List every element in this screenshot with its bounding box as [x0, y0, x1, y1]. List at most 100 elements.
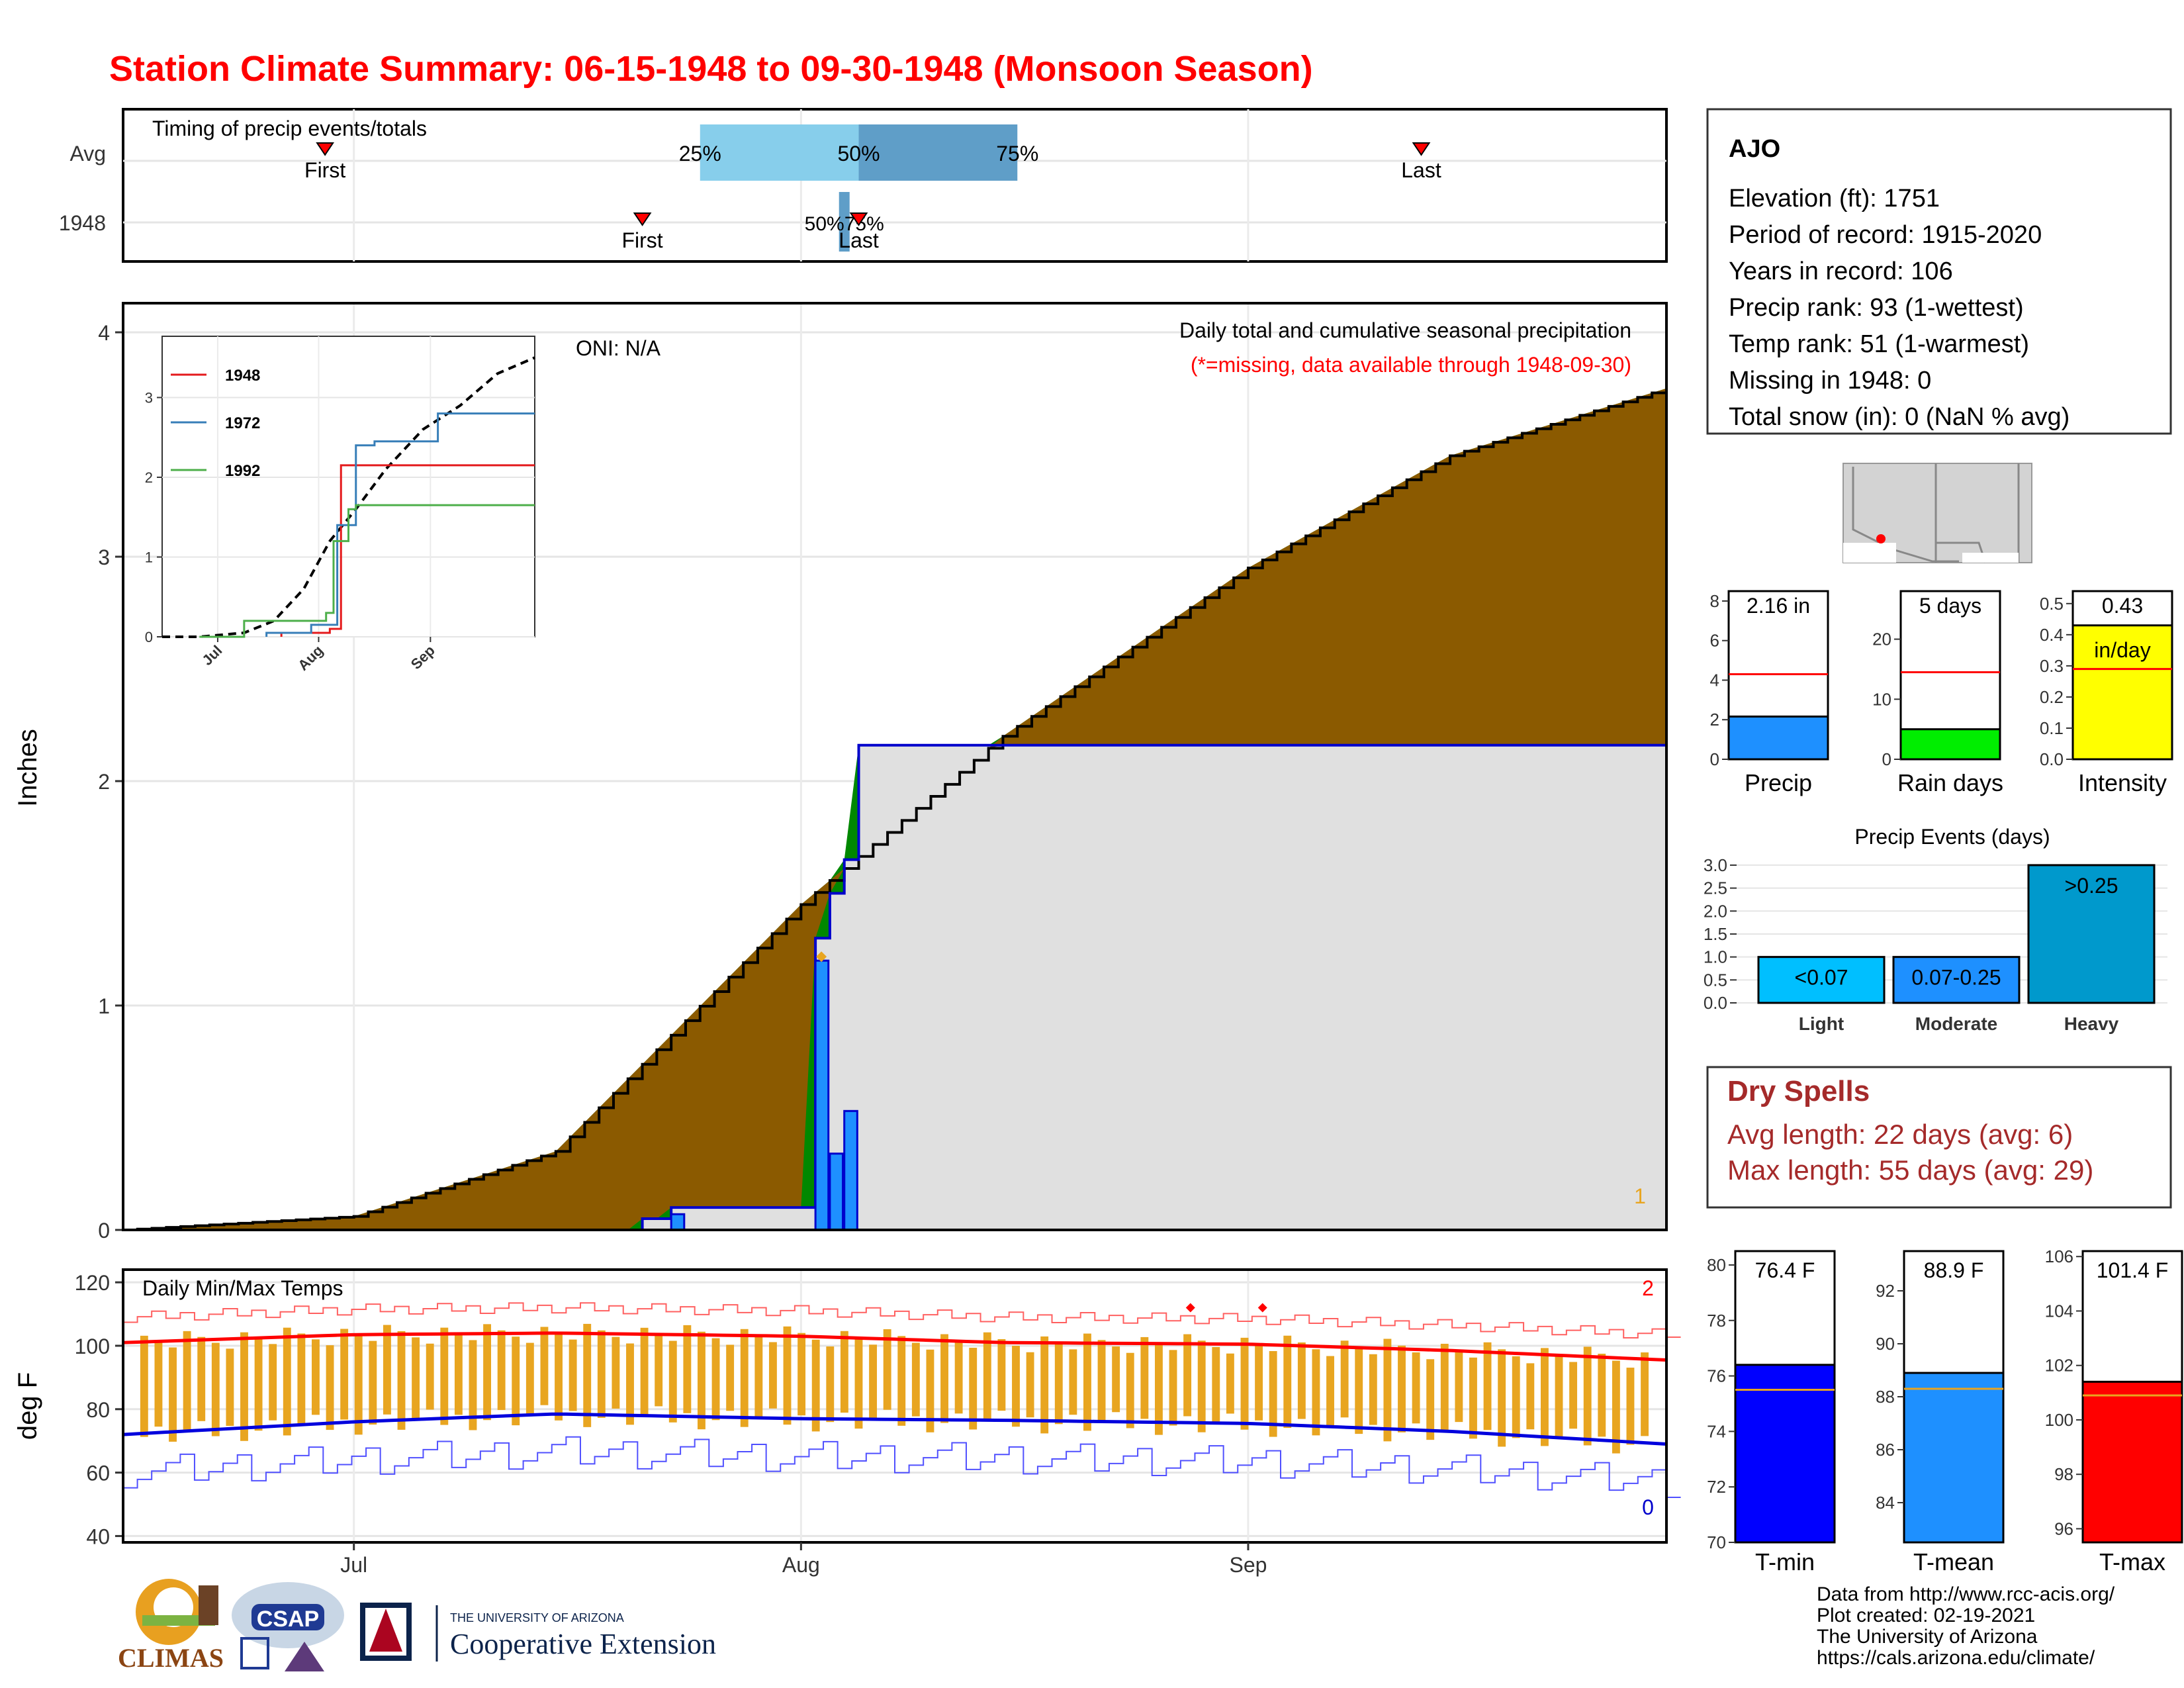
- mini-bar-value-unit: in/day: [2094, 638, 2150, 662]
- temp-corner-top: 2: [1642, 1276, 1654, 1300]
- climas-logo-text: CLIMAS: [118, 1643, 224, 1673]
- record-low-line: [123, 1436, 1681, 1498]
- mini-bar-tick-label: 0: [1710, 749, 1719, 769]
- daily-temp-bar: [197, 1336, 206, 1421]
- daily-temp-bar: [540, 1327, 549, 1405]
- avg-last-marker: [1412, 142, 1431, 156]
- year-pct-bar: [839, 192, 850, 252]
- daily-temp-bar: [783, 1326, 792, 1425]
- temp-bar-tick-label: 74: [1707, 1421, 1726, 1441]
- daily-temp-bar: [312, 1339, 320, 1415]
- temp-bar-tick-label: 78: [1707, 1311, 1726, 1331]
- timing-row-year: 1948: [59, 211, 106, 235]
- events-tick-label: 0.5: [1704, 970, 1727, 990]
- temp-bar-tick-label: 96: [2054, 1519, 2073, 1538]
- dry-spells-avg: Avg length: 22 days (avg: 6): [1727, 1119, 2073, 1150]
- daily-temp-bar: [740, 1329, 749, 1427]
- temp-bar-label: T-min: [1755, 1548, 1815, 1575]
- daily-temp-bar: [711, 1338, 720, 1421]
- daily-temp-bar: [555, 1333, 563, 1421]
- daily-temp-bar: [1183, 1334, 1192, 1417]
- events-bar: [1892, 956, 2021, 1004]
- mini-bar-label: Rain days: [1897, 769, 2003, 796]
- daily-temp-bar: [668, 1340, 677, 1423]
- timing-row-avg: Avg: [69, 142, 106, 165]
- daily-temp-bar: [897, 1336, 906, 1426]
- avg-50-75-bar: [858, 124, 1018, 181]
- daily-temp-bar: [254, 1338, 263, 1431]
- temp-corner-bottom: 0: [1642, 1495, 1654, 1519]
- daily-temp-bar: [655, 1334, 663, 1407]
- inset-series-line: [265, 412, 535, 637]
- daily-temp-bar: [883, 1329, 891, 1410]
- mini-bar-tick-label: 10: [1872, 689, 1891, 709]
- temp-bar: [1903, 1372, 2005, 1544]
- station-info-line: Missing in 1948: 0: [1729, 367, 1931, 395]
- temp-bar-tick-label: 80: [1707, 1255, 1726, 1275]
- events-bar-label: 0.07-0.25: [1911, 966, 2001, 990]
- station-info-line: Total snow (in): 0 (NaN % avg): [1729, 403, 2070, 431]
- daily-temp-bar: [211, 1342, 220, 1436]
- year-pct-label: 50%75%: [805, 213, 884, 235]
- daily-temp-bar: [469, 1340, 477, 1430]
- daily-temp-bar: [1483, 1342, 1492, 1430]
- temp-bar-value: 88.9 F: [1924, 1258, 1984, 1282]
- daily-temp-bar: [1455, 1350, 1463, 1423]
- temp-bar-tick-label: 70: [1707, 1532, 1726, 1552]
- daily-temp-bar: [983, 1332, 991, 1421]
- daily-temp-bar: [754, 1335, 763, 1418]
- daily-temp-bar: [1569, 1362, 1578, 1429]
- footer-credits: Data from http://www.rcc-acis.org/ Plot …: [1817, 1583, 2115, 1669]
- daily-temp-bar: [1526, 1363, 1535, 1430]
- daily-temp-bar: [240, 1332, 248, 1441]
- temp-bar: [2081, 1380, 2183, 1544]
- inset-avg-line: [162, 356, 535, 638]
- daily-temp-bar: [612, 1336, 620, 1409]
- mini-bar-tick-label: 0: [1882, 749, 1891, 769]
- mini-bar-tick-label: 0.1: [2040, 718, 2064, 738]
- y-tick-label: 100: [75, 1335, 110, 1358]
- daily-temp-bar: [226, 1348, 234, 1427]
- daily-temp-bar: [1297, 1342, 1306, 1419]
- precip-corner-label: 1: [1634, 1184, 1646, 1208]
- daily-temp-bar: [969, 1348, 978, 1430]
- dry-spells-title: Dry Spells: [1727, 1075, 1870, 1107]
- daily-precip-bar: [843, 1109, 858, 1231]
- daily-temp-bar: [269, 1344, 277, 1421]
- events-bar: [2027, 864, 2156, 1004]
- pct-25-label: 25%: [679, 142, 721, 165]
- mini-bar-tick-label: 20: [1872, 630, 1891, 649]
- daily-temp-bar: [1197, 1340, 1206, 1432]
- year-last-marker: [849, 212, 868, 226]
- station-info-line: Precip rank: 93 (1-wettest): [1729, 294, 2024, 322]
- daily-temp-bar: [768, 1342, 777, 1409]
- mini-bar: [1727, 715, 1829, 761]
- inset-legend-label: 1948: [225, 367, 260, 385]
- events-bar: [1757, 956, 1886, 1004]
- daily-temp-bar: [1312, 1349, 1320, 1436]
- mini-bar-value: 5 days: [1919, 594, 1981, 618]
- temp-bar-tick-label: 92: [1876, 1281, 1895, 1301]
- daily-precip-bar: [670, 1213, 686, 1231]
- events-tick-label: 1.0: [1704, 947, 1727, 967]
- events-tick-label: 2.0: [1704, 901, 1727, 921]
- daily-temp-bar: [297, 1333, 306, 1425]
- avg-last-label: Last: [1401, 158, 1441, 182]
- temp-bar-tick-label: 102: [2045, 1356, 2073, 1376]
- daily-temp-bar: [183, 1331, 191, 1432]
- daily-temp-bar: [1398, 1345, 1406, 1432]
- daily-temp-bar: [1512, 1356, 1520, 1438]
- daily-temp-bar: [826, 1346, 835, 1423]
- temp-bar-tick-label: 76: [1707, 1366, 1726, 1386]
- daily-temp-bar: [1269, 1351, 1277, 1437]
- location-map: [1843, 463, 2032, 563]
- events-tick-label: 2.5: [1704, 878, 1727, 898]
- daily-temp-bar: [811, 1339, 820, 1432]
- university-logo: THE UNIVERSITY OF ARIZONA Cooperative Ex…: [360, 1603, 716, 1662]
- temp-bar-label: T-max: [2099, 1548, 2165, 1575]
- temp-bar-value: 101.4 F: [2097, 1258, 2169, 1282]
- temp-bar-tick-label: 86: [1876, 1440, 1895, 1460]
- record-marker: [1185, 1303, 1195, 1313]
- mini-bar-tick-label: 0.5: [2040, 594, 2064, 614]
